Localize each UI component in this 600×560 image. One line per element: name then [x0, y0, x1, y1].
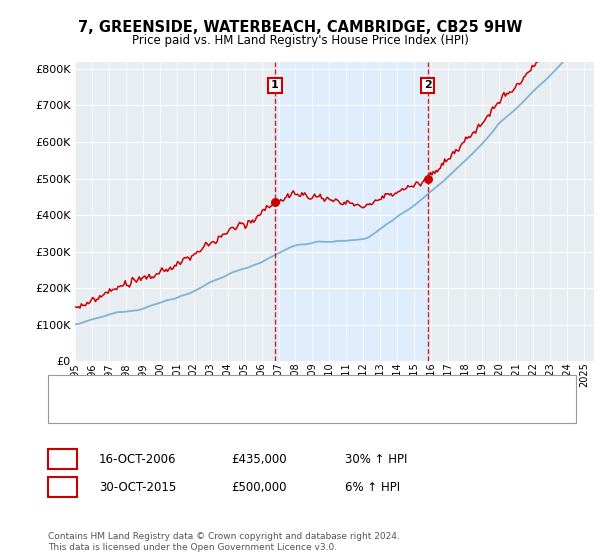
Text: 6% ↑ HPI: 6% ↑ HPI: [345, 480, 400, 494]
Text: 7, GREENSIDE, WATERBEACH, CAMBRIDGE, CB25 9HW: 7, GREENSIDE, WATERBEACH, CAMBRIDGE, CB2…: [78, 20, 522, 35]
Bar: [275, 62, 428, 361]
Text: 2: 2: [424, 80, 431, 90]
Text: HPI: Average price, detached house, South Cambridgeshire: HPI: Average price, detached house, Sout…: [108, 404, 418, 414]
Text: Contains HM Land Registry data © Crown copyright and database right 2024.
This d: Contains HM Land Registry data © Crown c…: [48, 532, 400, 552]
Text: 16-OCT-2006: 16-OCT-2006: [99, 452, 176, 466]
Text: 2: 2: [58, 480, 67, 494]
Text: £435,000: £435,000: [231, 452, 287, 466]
Point: [423, 174, 433, 183]
Text: £500,000: £500,000: [231, 480, 287, 494]
Text: 30-OCT-2015: 30-OCT-2015: [99, 480, 176, 494]
Point: [270, 198, 280, 207]
Text: Price paid vs. HM Land Registry's House Price Index (HPI): Price paid vs. HM Land Registry's House …: [131, 34, 469, 46]
Text: 1: 1: [58, 452, 67, 466]
Text: 1: 1: [271, 80, 279, 90]
Text: 7, GREENSIDE, WATERBEACH, CAMBRIDGE, CB25 9HW (detached house): 7, GREENSIDE, WATERBEACH, CAMBRIDGE, CB2…: [108, 384, 487, 394]
Text: 30% ↑ HPI: 30% ↑ HPI: [345, 452, 407, 466]
